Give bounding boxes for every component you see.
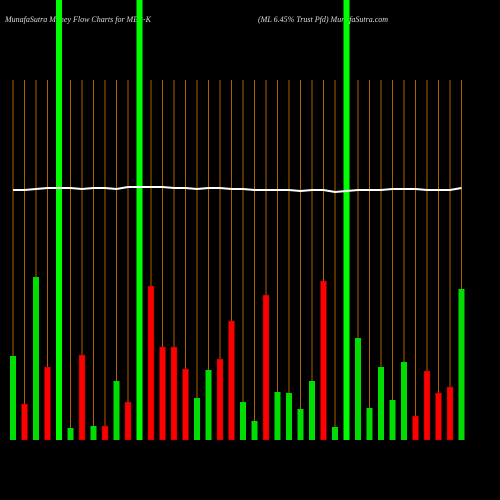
bar: [170, 346, 178, 441]
chart-subtitle: (ML 6.45% Trust Pfd) MunafaSutra.com: [258, 15, 388, 24]
bar: [355, 338, 361, 440]
bar: [113, 381, 120, 440]
bar: [435, 392, 442, 441]
bar: [251, 421, 258, 440]
bar: [124, 401, 132, 441]
bar: [78, 354, 86, 441]
bar: [286, 393, 292, 440]
bar: [56, 0, 62, 440]
bar: [205, 370, 212, 440]
bar: [274, 392, 281, 440]
bar: [240, 402, 246, 440]
bar: [401, 362, 407, 440]
bar: [297, 409, 304, 440]
bar: [458, 289, 465, 440]
bar: [182, 368, 189, 441]
bar: [159, 346, 166, 441]
bar: [194, 398, 200, 440]
bar: [412, 415, 419, 441]
bar: [10, 356, 16, 440]
bar: [101, 425, 109, 441]
bar: [378, 367, 384, 440]
bar: [343, 0, 350, 440]
bar: [90, 426, 97, 440]
bar: [228, 320, 235, 441]
bar: [136, 0, 143, 440]
chart-title: MunafaSutra Money Flow Charts for MER-K: [4, 15, 152, 24]
bar: [389, 400, 396, 440]
bar: [320, 280, 327, 441]
bar: [309, 381, 315, 440]
bar: [33, 277, 39, 440]
bar: [446, 386, 454, 441]
bar: [67, 428, 74, 440]
line: [13, 186, 462, 194]
bar: [21, 403, 28, 441]
bar: [262, 294, 270, 441]
bar: [366, 408, 373, 440]
bar: [216, 358, 224, 441]
bar: [423, 370, 431, 441]
bar: [44, 366, 51, 441]
bar: [147, 285, 155, 441]
bar: [332, 427, 338, 440]
